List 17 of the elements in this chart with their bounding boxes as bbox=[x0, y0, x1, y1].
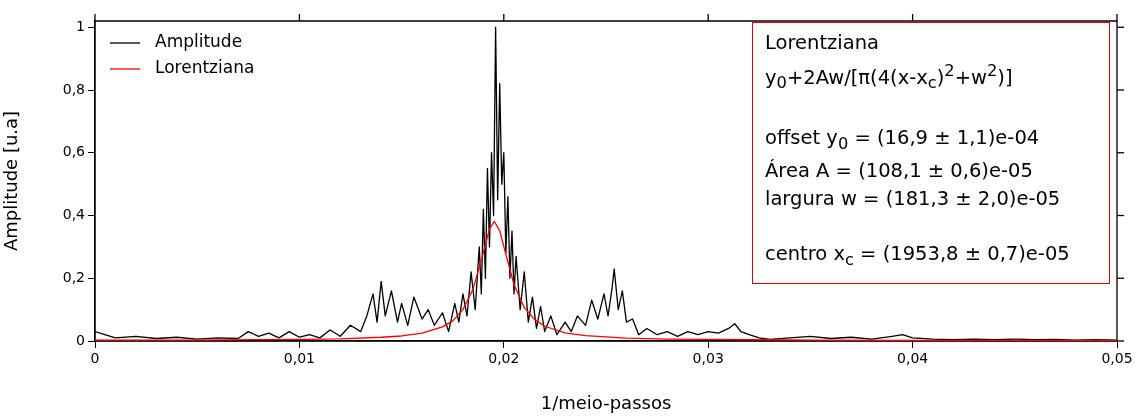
legend-label: Amplitude bbox=[155, 31, 243, 52]
y-tick-label: 0,6 bbox=[62, 143, 86, 160]
legend-label: Lorentziana bbox=[155, 57, 255, 78]
x-tick-label: 0,03 bbox=[692, 350, 724, 367]
x-tick-label: 0,02 bbox=[488, 350, 520, 367]
x-tick-label: 0 bbox=[90, 350, 100, 367]
x-axis-title: 1/meio-passos bbox=[540, 391, 672, 413]
x-tick-label: 0,05 bbox=[1101, 350, 1133, 367]
y-tick-label: 0,8 bbox=[62, 80, 85, 97]
y-axis-title: Amplitude [u.a] bbox=[0, 110, 22, 252]
text: Lorentziana y$_{0}$+2Aw/[π(4(x-x$_{c}$)$^{2}$+w$^{2}$)] offset y$_{0}$ = (16,9 ± 1,1)e-04 Área A = (108,1 ± 0,6)e-05 largura w = (181,3 ± 2,0)e-05 centro x$_{c}$ = (1953,8 ± 0,7)e-05 bbox=[765, 31, 1070, 269]
y-tick-label: 1 bbox=[76, 17, 85, 34]
y-tick-label: 0,4 bbox=[62, 206, 86, 223]
x-tick-label: 0,01 bbox=[283, 350, 315, 367]
y-tick-label: 0 bbox=[76, 331, 85, 348]
y-tick-label: 0,2 bbox=[62, 268, 85, 285]
x-tick-label: 0,04 bbox=[897, 350, 929, 367]
